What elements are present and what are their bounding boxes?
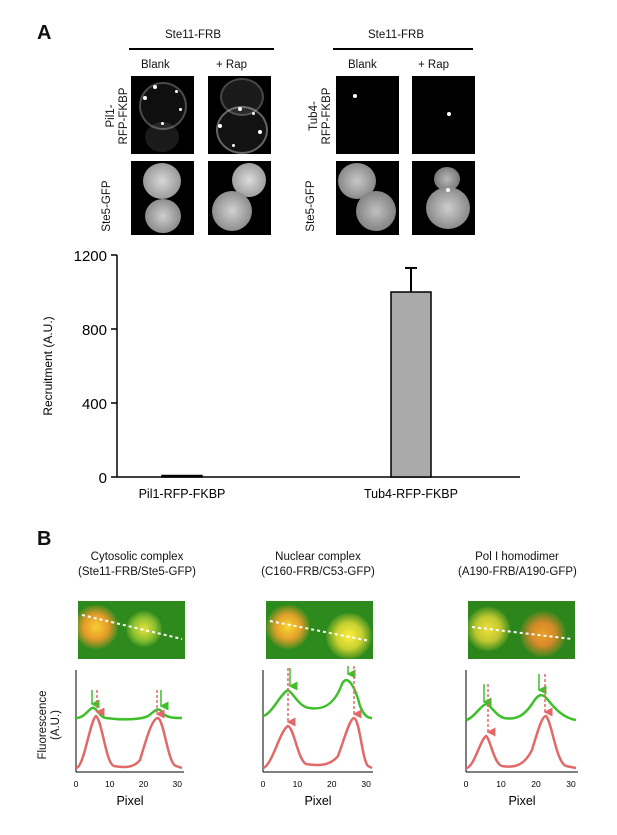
recruitment-bar-chart: 0 400 800 1200 Recruitment (A.U.) Pil1-RFP-FK… <box>41 248 520 501</box>
group2-header: Ste11-FRB <box>368 29 425 41</box>
complex3-caption: Pol I homodimer (A190-FRB/A190-GFP) <box>458 550 577 580</box>
group2-row2-label: Ste5-GFP <box>305 180 317 232</box>
merge-image-cytosolic <box>78 601 185 659</box>
profile-x-tick-label: 0 <box>464 779 469 789</box>
bar-2 <box>390 291 432 478</box>
profile-x-tick-label: 30 <box>566 779 576 789</box>
fluorescence-profiles: 0 10 20 30 Pixel 0 10 20 30 Pixel 0 10 20 30 Pixel <box>74 666 578 808</box>
micrograph-tub4-rap <box>412 76 475 154</box>
micrograph-tub4-blank <box>336 76 399 154</box>
profile-x-tick-label: 0 <box>261 779 266 789</box>
y-tick-label: 400 <box>82 396 107 413</box>
micrograph-ste5-blank-2 <box>336 161 399 235</box>
micrograph-ste5-blank-1 <box>131 161 194 235</box>
group2-col-rap: + Rap <box>418 59 450 71</box>
y-tick-label: 800 <box>82 322 107 339</box>
group1-row2-label: Ste5-GFP <box>101 180 113 232</box>
category-label-1: Pil1-RFP-FKBP <box>139 487 226 501</box>
group2-row1-label: Tub4- RFP-FKBP <box>308 87 333 145</box>
profile-x-tick-label: 20 <box>327 779 337 789</box>
merge-image-poli <box>468 601 575 659</box>
profile-x-tick-label: 10 <box>496 779 506 789</box>
profile-x-tick-label: 10 <box>293 779 303 789</box>
group1-col-blank: Blank <box>141 59 170 71</box>
profile-plot-cytosolic <box>75 670 184 773</box>
profile-x-tick-label: 20 <box>139 779 149 789</box>
group2-col-blank: Blank <box>348 59 377 71</box>
y-axis-label: Recruitment (A.U.) <box>41 316 55 415</box>
profile-x-axis-label: Pixel <box>304 794 331 808</box>
micrograph-ste5-rap-1 <box>208 161 271 235</box>
bar-1 <box>161 474 203 478</box>
profile-x-tick-label: 30 <box>361 779 371 789</box>
profile-x-tick-label: 0 <box>74 779 79 789</box>
profile-x-tick-label: 30 <box>173 779 183 789</box>
group1-header: Ste11-FRB <box>165 29 222 41</box>
complex1-caption: Cytosolic complex (Ste11-FRB/Ste5-GFP) <box>78 550 196 580</box>
group1-header-rule <box>129 48 274 50</box>
y-tick-label: 1200 <box>74 248 107 265</box>
profile-x-axis-label: Pixel <box>508 794 535 808</box>
micrograph-pil1-rap <box>208 76 271 154</box>
category-label-2: Tub4-RFP-FKBP <box>364 487 458 501</box>
complex2-subtitle: (C160-FRB/C53-GFP) <box>261 566 375 578</box>
panel-a-label: A <box>37 22 52 44</box>
micrograph-pil1-blank <box>131 76 194 154</box>
complex2-title: Nuclear complex <box>275 551 361 563</box>
profile-plot-nuclear <box>262 666 373 773</box>
merge-image-nuclear <box>266 601 373 659</box>
y-tick-label: 0 <box>99 470 107 487</box>
profile-x-axis-label: Pixel <box>116 794 143 808</box>
complex1-subtitle: (Ste11-FRB/Ste5-GFP) <box>78 566 197 578</box>
group1-col-rap: + Rap <box>216 59 248 71</box>
profile-plot-poli <box>465 670 578 773</box>
group2-header-rule <box>333 48 473 50</box>
micrograph-ste5-rap-2 <box>412 161 475 235</box>
profile-x-tick-label: 10 <box>105 779 115 789</box>
complex2-caption: Nuclear complex (C160-FRB/C53-GFP) <box>259 550 377 580</box>
profile-x-tick-label: 20 <box>531 779 541 789</box>
panel-b-label: B <box>37 528 52 550</box>
complex3-title: Pol I homodimer <box>475 551 559 563</box>
complex3-subtitle: (A190-FRB/A190-GFP) <box>458 566 577 578</box>
complex1-title: Cytosolic complex <box>90 551 184 563</box>
